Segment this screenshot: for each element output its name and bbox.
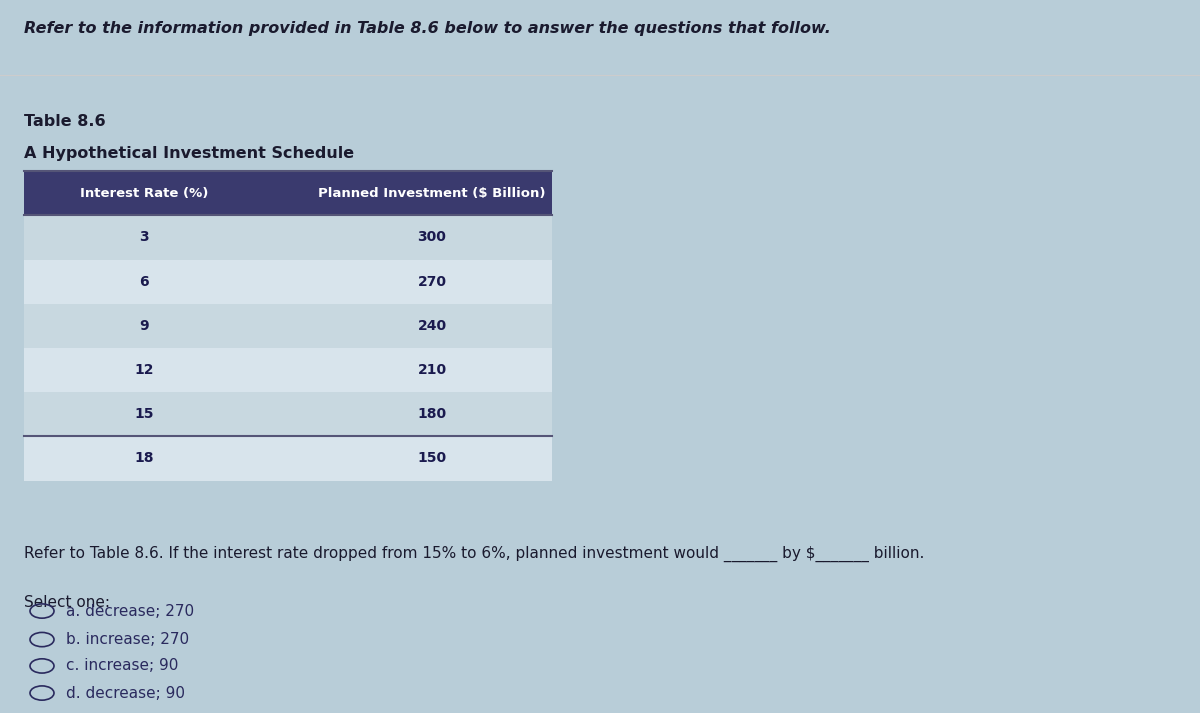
- Text: 180: 180: [418, 407, 446, 421]
- Text: 300: 300: [418, 230, 446, 245]
- Text: A Hypothetical Investment Schedule: A Hypothetical Investment Schedule: [24, 146, 354, 161]
- Text: 270: 270: [418, 275, 446, 289]
- Text: 150: 150: [418, 451, 446, 466]
- FancyBboxPatch shape: [24, 171, 552, 215]
- Text: 9: 9: [139, 319, 149, 333]
- Text: Select one:: Select one:: [24, 595, 110, 610]
- Text: d. decrease; 90: d. decrease; 90: [66, 685, 185, 701]
- FancyBboxPatch shape: [24, 436, 552, 481]
- Text: 12: 12: [134, 363, 154, 377]
- Text: Planned Investment ($ Billion): Planned Investment ($ Billion): [318, 187, 546, 200]
- Text: a. decrease; 270: a. decrease; 270: [66, 603, 194, 619]
- Text: c. increase; 90: c. increase; 90: [66, 658, 179, 674]
- Text: Interest Rate (%): Interest Rate (%): [80, 187, 208, 200]
- Text: Table 8.6: Table 8.6: [24, 114, 106, 129]
- FancyBboxPatch shape: [24, 304, 552, 348]
- Text: 18: 18: [134, 451, 154, 466]
- FancyBboxPatch shape: [24, 392, 552, 436]
- Text: 210: 210: [418, 363, 446, 377]
- Text: Refer to Table 8.6. If the interest rate dropped from 15% to 6%, planned investm: Refer to Table 8.6. If the interest rate…: [24, 545, 924, 562]
- FancyBboxPatch shape: [24, 260, 552, 304]
- Text: Refer to the information provided in Table 8.6 below to answer the questions tha: Refer to the information provided in Tab…: [24, 21, 830, 36]
- Text: 240: 240: [418, 319, 446, 333]
- FancyBboxPatch shape: [24, 348, 552, 392]
- Text: 3: 3: [139, 230, 149, 245]
- FancyBboxPatch shape: [24, 215, 552, 260]
- Text: b. increase; 270: b. increase; 270: [66, 632, 190, 647]
- Text: 15: 15: [134, 407, 154, 421]
- Text: 6: 6: [139, 275, 149, 289]
